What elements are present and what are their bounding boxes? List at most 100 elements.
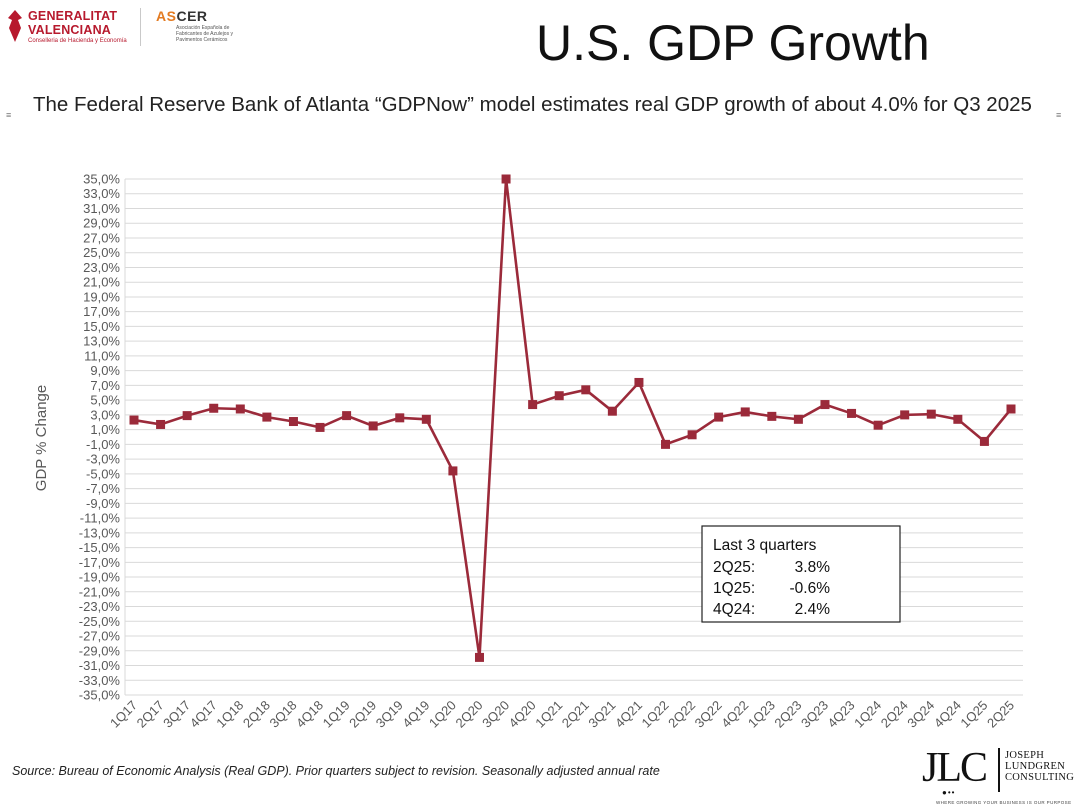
x-tick-label: 2Q20 [453,698,486,731]
y-tick-label: -1,0% [86,437,120,452]
data-point-marker [182,411,192,421]
x-tick-label: 3Q21 [585,698,618,731]
x-tick-label: 1Q25 [957,698,990,731]
data-point-marker [687,430,697,440]
y-tick-label: -25,0% [79,614,121,629]
data-point-marker [342,411,352,421]
x-tick-label: 3Q20 [479,698,512,731]
data-point-marker [448,466,458,476]
data-point-marker [979,436,989,446]
y-tick-label: -29,0% [79,643,121,658]
y-tick-label: 21,0% [83,275,120,290]
annotation-box [701,525,901,623]
annotation-row-value: 2.4% [795,601,831,618]
data-point-marker [368,421,378,431]
y-tick-label: 11,0% [84,348,120,363]
data-point-marker [528,400,538,410]
bat-crest-icon [8,10,22,42]
data-point-marker [288,417,298,427]
y-tick-label: 29,0% [83,216,120,231]
y-tick-label: -27,0% [79,629,121,644]
y-tick-label: 25,0% [83,245,120,260]
x-tick-label: 2Q19 [346,698,379,731]
ascer-logo: ASCER Asociación Española de Fabricantes… [156,8,266,48]
x-tick-label: 3Q18 [266,698,299,731]
data-point-marker [820,400,830,410]
annotation-row-value: -0.6% [790,580,831,597]
x-tick-label: 2Q22 [665,698,698,731]
data-point-marker [661,439,671,449]
data-point-marker [156,419,166,429]
y-tick-label: -3,0% [86,452,120,467]
annotation-title: Last 3 quarters [713,537,817,554]
y-tick-label: 15,0% [83,319,120,334]
y-tick-label: -9,0% [86,496,120,511]
y-tick-label: 3,0% [90,407,120,422]
data-point-marker [740,407,750,417]
data-point-marker [395,413,405,423]
y-tick-label: -33,0% [79,673,121,688]
jlc-divider [998,748,1000,792]
x-tick-label: 2Q17 [134,698,167,731]
data-point-marker [926,409,936,419]
data-point-marker [634,377,644,387]
generalitat-valenciana-logo: GENERALITAT VALENCIANA Conselleria de Ha… [6,6,136,48]
x-tick-label: 4Q17 [187,698,220,731]
x-tick-label: 3Q24 [904,698,937,731]
data-point-marker [767,411,777,421]
ascer-name: ASCER [156,8,208,24]
x-tick-label: 4Q18 [293,698,326,731]
y-tick-label: -15,0% [79,540,121,555]
data-point-marker [581,385,591,395]
x-tick-label: 3Q23 [798,698,831,731]
slide-marker-right: ≡ [1056,110,1062,120]
x-tick-label: 1Q23 [745,698,778,731]
x-tick-label: 4Q21 [612,698,645,731]
y-tick-label: 9,0% [90,363,120,378]
data-point-marker [554,391,564,401]
data-point-marker [793,414,803,424]
y-tick-label: -17,0% [79,555,121,570]
jlc-tagline: WHERE GROWING YOUR BUSINESS IS OUR PURPO… [936,800,1072,805]
gv-department: Conselleria de Hacienda y Economía [28,38,127,44]
data-point-marker [235,404,245,414]
x-tick-label: 1Q19 [320,698,353,731]
y-tick-label: -35,0% [79,688,121,703]
y-tick-label: -19,0% [79,570,121,585]
annotation-row-label: 4Q24: [713,601,755,618]
source-note: Source: Bureau of Economic Analysis (Rea… [12,764,660,778]
data-point-marker [873,420,883,430]
x-tick-label: 3Q17 [160,698,193,731]
x-tick-label: 1Q18 [213,698,246,731]
x-tick-label: 2Q18 [240,698,273,731]
y-tick-label: -23,0% [79,599,121,614]
x-tick-label: 4Q24 [931,698,964,731]
x-tick-label: 3Q22 [692,698,725,731]
data-point-marker [421,414,431,424]
annotation-row-value: 3.8% [795,559,831,576]
y-tick-label: -13,0% [79,525,121,540]
data-point-marker [209,403,219,413]
data-point-marker [315,422,325,432]
y-axis-title: GDP % Change [33,385,50,491]
gv-name-line-2: VALENCIANA [28,23,112,37]
jlc-company-name: JOSEPH LUNDGREN CONSULTING [1005,750,1075,783]
x-tick-label: 3Q19 [373,698,406,731]
data-point-marker [262,412,272,422]
data-point-marker [501,174,511,184]
y-tick-label: 19,0% [83,289,120,304]
ascer-subtitle: Asociación Española de Fabricantes de Az… [176,25,233,43]
x-tick-label: 1Q22 [639,698,672,731]
slide-subtitle: The Federal Reserve Bank of Atlanta “GDP… [33,93,1032,116]
data-point-marker [714,412,724,422]
x-tick-label: 2Q21 [559,698,592,731]
data-point-marker [474,652,484,662]
data-point-marker [847,408,857,418]
data-point-marker [129,415,139,425]
y-tick-label: 7,0% [90,378,120,393]
x-tick-label: 4Q23 [825,698,858,731]
y-tick-label: -7,0% [86,481,120,496]
y-tick-label: 35,0% [83,172,120,187]
y-tick-label: -5,0% [86,466,120,481]
y-tick-label: 17,0% [83,304,120,319]
